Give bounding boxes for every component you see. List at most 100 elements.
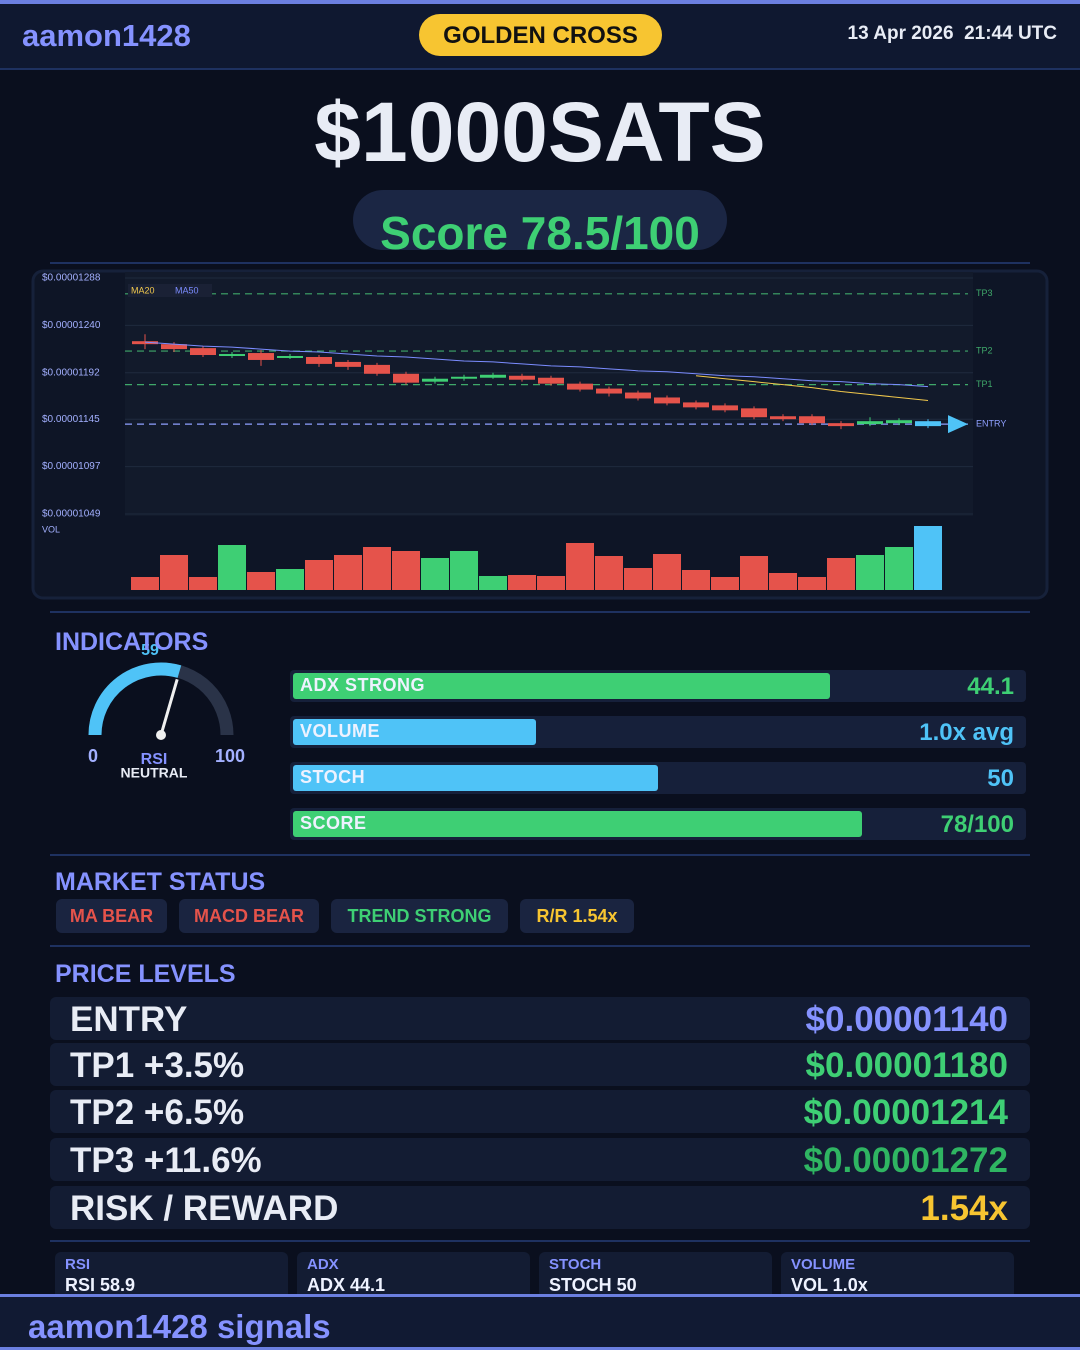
bar-value: 50: [987, 765, 1014, 792]
volume-bar: [914, 526, 942, 590]
bar-value: 44.1: [967, 673, 1014, 700]
volume-bar: [624, 568, 652, 590]
ma-line: [144, 341, 929, 388]
stat-value: STOCH 50: [549, 1275, 637, 1295]
price-row: ENTRY $0.00001140: [50, 997, 1030, 1040]
candle-body: [915, 421, 941, 427]
candle-body: [277, 356, 303, 358]
volume-bar: [450, 551, 478, 590]
volume-bar: [595, 556, 623, 590]
volume-bar: [247, 572, 275, 590]
top-border: [0, 0, 1080, 4]
volume-bar: [334, 555, 362, 590]
level-label: TP2: [976, 345, 993, 355]
bar-label: ADX STRONG: [300, 675, 426, 695]
separator: [50, 611, 1030, 613]
candle-body: [857, 421, 883, 425]
y-tick-label: $0.00001097: [42, 461, 101, 472]
stat-name: STOCH: [549, 1256, 602, 1273]
section-heading: MARKET STATUS: [55, 868, 266, 896]
legend-entry: MA50: [175, 285, 199, 295]
timestamp: 13 Apr 2026 21:44 UTC: [847, 23, 1057, 44]
volume-bar: [479, 576, 507, 590]
volume-bar: [305, 560, 333, 590]
candle-body: [219, 354, 245, 357]
gauge-max: 100: [215, 746, 245, 766]
y-tick-label: $0.00001049: [42, 509, 101, 520]
volume-label: VOL: [42, 524, 60, 534]
candle-body: [509, 375, 535, 380]
row-label: ENTRY: [70, 1000, 188, 1039]
entry-arrow: [948, 415, 968, 434]
stat-value: VOL 1.0x: [791, 1275, 868, 1295]
separator: [50, 945, 1030, 947]
candle-body: [364, 364, 390, 374]
row-label: TP3 +11.6%: [70, 1141, 262, 1180]
ma-line: [695, 375, 929, 401]
volume-bar: [653, 554, 681, 590]
volume-bar: [740, 556, 768, 590]
volume-bar: [711, 577, 739, 590]
candle-body: [596, 388, 622, 394]
volume-bar: [160, 555, 188, 590]
volume-bar: [131, 577, 159, 590]
volume-bar: [885, 547, 913, 590]
status-tag: MACD BEAR: [179, 899, 319, 933]
bar-value: 1.0x avg: [919, 719, 1014, 746]
row-price: $0.00001180: [805, 1046, 1008, 1085]
candle-body: [451, 376, 477, 379]
level-label: TP3: [976, 288, 993, 298]
bar-fill: [293, 811, 863, 837]
volume-bar: [537, 576, 565, 590]
stat-name: VOLUME: [791, 1256, 856, 1273]
candle-body: [306, 356, 332, 364]
volume-bar: [566, 543, 594, 590]
price-row: TP1 +3.5% $0.00001180: [50, 1043, 1030, 1086]
row-price: $0.00001214: [803, 1093, 1008, 1132]
status-tag: TREND STRONG: [331, 899, 508, 933]
gauge-needle: [159, 678, 179, 736]
y-tick-label: $0.00001145: [42, 414, 100, 425]
score-pill: [353, 190, 727, 250]
volume-bar: [769, 573, 797, 590]
row-label: TP1 +3.5%: [70, 1046, 245, 1085]
gauge-hub: [156, 730, 166, 740]
y-tick-label: $0.00001240: [42, 320, 101, 331]
ticker-title: $1000SATS: [314, 85, 766, 179]
candle-body: [741, 408, 767, 418]
candle-body: [770, 416, 796, 420]
plot-area: [125, 272, 973, 516]
status-tag: MA BEAR: [56, 899, 167, 933]
bar-label: STOCH: [300, 767, 366, 787]
stat-name: RSI: [65, 1256, 91, 1273]
candle-body: [683, 402, 709, 408]
status-tag: R/R 1.54x: [520, 899, 634, 933]
candle-body: [335, 361, 361, 367]
volume-bar: [363, 547, 391, 590]
section-heading: INDICATORS: [55, 628, 209, 656]
gauge-value: 59: [141, 642, 159, 659]
gauge-status: NEUTRAL: [121, 765, 188, 781]
price-row: TP2 +6.5% $0.00001214: [50, 1090, 1030, 1133]
indicator-bar: SCORE 78/100: [290, 808, 1026, 840]
row-price: 1.54x: [920, 1189, 1008, 1228]
score-text: Score 78.5/100: [380, 207, 700, 259]
candle-body: [625, 392, 651, 399]
volume-bar: [856, 555, 884, 590]
candle-body: [828, 423, 854, 427]
row-label: TP2 +6.5%: [70, 1093, 245, 1132]
row-price: $0.00001272: [803, 1141, 1008, 1180]
candle-body: [161, 344, 187, 350]
candle-body: [538, 377, 564, 384]
stat-value: RSI 58.9: [65, 1275, 136, 1295]
candle-body: [712, 405, 738, 411]
header-user: aamon1428: [22, 18, 191, 53]
candle-body: [886, 420, 912, 424]
candle-body: [480, 374, 506, 378]
footer-text: aamon1428 signals: [28, 1308, 331, 1345]
level-label: TP1: [976, 379, 993, 389]
bar-label: SCORE: [300, 813, 367, 833]
volume-bar: [276, 569, 304, 590]
